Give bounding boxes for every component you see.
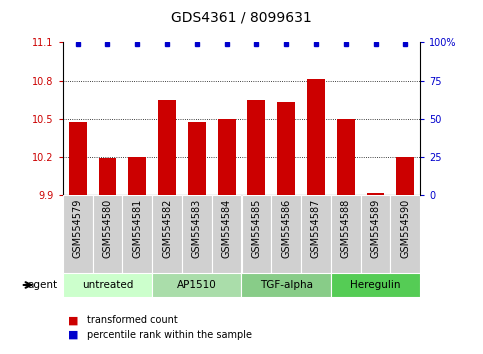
Bar xyxy=(212,195,242,273)
Text: GSM554588: GSM554588 xyxy=(341,199,351,258)
Text: TGF-alpha: TGF-alpha xyxy=(260,280,313,290)
Text: ■: ■ xyxy=(68,315,78,325)
Bar xyxy=(218,119,236,195)
Bar xyxy=(242,195,271,273)
Text: GSM554585: GSM554585 xyxy=(251,199,261,258)
Text: GSM554582: GSM554582 xyxy=(162,199,172,258)
Bar xyxy=(93,195,122,273)
Bar xyxy=(69,122,86,195)
Bar xyxy=(158,99,176,195)
Text: percentile rank within the sample: percentile rank within the sample xyxy=(87,330,252,339)
Text: GSM554580: GSM554580 xyxy=(102,199,113,258)
Text: GDS4361 / 8099631: GDS4361 / 8099631 xyxy=(171,11,312,25)
Bar xyxy=(247,99,265,195)
Text: agent: agent xyxy=(28,280,58,290)
Text: GSM554589: GSM554589 xyxy=(370,199,381,258)
Bar xyxy=(182,195,212,273)
Bar xyxy=(301,195,331,273)
Bar xyxy=(152,195,182,273)
Bar xyxy=(367,193,384,195)
Text: ■: ■ xyxy=(68,330,78,339)
Text: GSM554579: GSM554579 xyxy=(72,199,83,258)
Text: transformed count: transformed count xyxy=(87,315,178,325)
Bar xyxy=(390,195,420,273)
Bar xyxy=(277,102,295,195)
Bar xyxy=(122,195,152,273)
Bar xyxy=(361,195,390,273)
Text: GSM554581: GSM554581 xyxy=(132,199,142,258)
Bar xyxy=(152,273,242,297)
Text: GSM554590: GSM554590 xyxy=(400,199,411,258)
Bar xyxy=(271,195,301,273)
Text: Heregulin: Heregulin xyxy=(350,280,401,290)
Text: GSM554583: GSM554583 xyxy=(192,199,202,258)
Bar xyxy=(242,273,331,297)
Bar xyxy=(331,273,420,297)
Text: GSM554584: GSM554584 xyxy=(222,199,232,258)
Bar xyxy=(63,273,152,297)
Text: GSM554586: GSM554586 xyxy=(281,199,291,258)
Text: AP1510: AP1510 xyxy=(177,280,217,290)
Bar xyxy=(188,122,206,195)
Bar xyxy=(337,119,355,195)
Bar xyxy=(331,195,361,273)
Bar xyxy=(128,157,146,195)
Text: GSM554587: GSM554587 xyxy=(311,199,321,258)
Bar xyxy=(99,158,116,195)
Text: untreated: untreated xyxy=(82,280,133,290)
Bar xyxy=(397,157,414,195)
Bar xyxy=(63,195,93,273)
Bar xyxy=(307,79,325,195)
